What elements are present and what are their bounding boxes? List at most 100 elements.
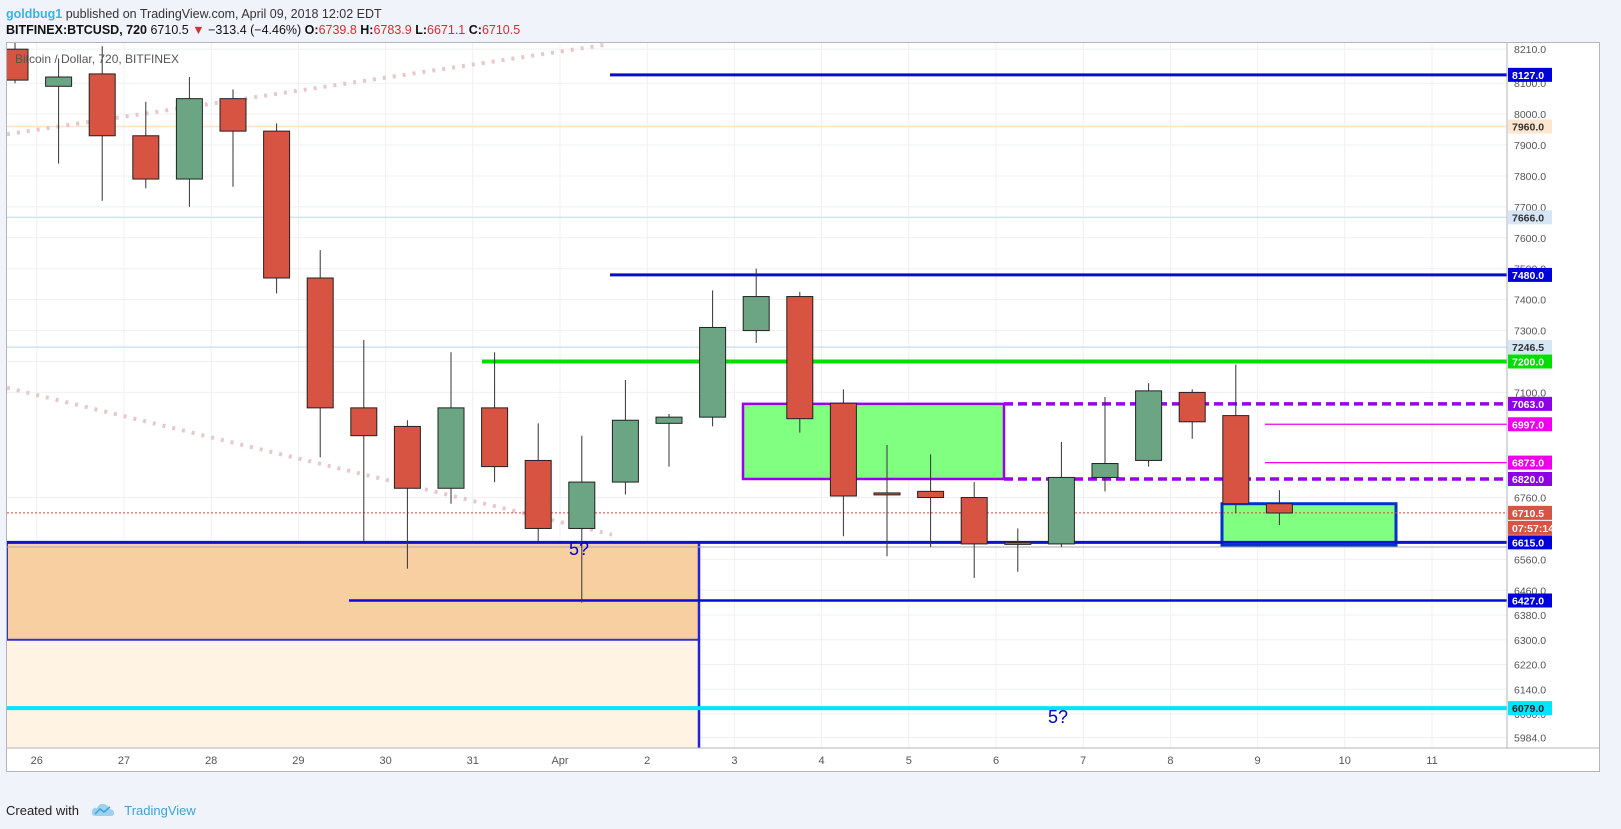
change-arrow-icon: ▼: [192, 23, 205, 37]
price-tick-label: 7600.0: [1514, 233, 1546, 245]
price-tick-label: 6140.0: [1514, 684, 1546, 696]
time-tick-label: 6: [993, 755, 999, 767]
price-level-label: 07:57:14: [1512, 523, 1554, 535]
price-level-label: 8127.0: [1512, 70, 1544, 82]
price-tick-label: 7300.0: [1514, 326, 1546, 338]
price-level-label: 7960.0: [1512, 121, 1544, 133]
published-text: published on TradingView.com, April 09, …: [65, 7, 382, 21]
price-tick-label: 6560.0: [1514, 554, 1546, 566]
tradingview-cloud-icon: [91, 803, 115, 820]
close-value: 6710.5: [481, 23, 521, 37]
lower-trend-line: [7, 385, 613, 537]
candle-body: [219, 98, 247, 132]
price-level-label: 7480.0: [1512, 270, 1544, 282]
price-label-bg: [1508, 455, 1552, 470]
candle-body: [393, 425, 421, 489]
candle-body: [1178, 391, 1206, 423]
price-level-label: 6997.0: [1512, 419, 1544, 431]
candle-body: [786, 296, 814, 420]
price-level-label: 6710.5: [1512, 508, 1544, 520]
candle-body: [655, 416, 683, 424]
candle-body: [1222, 415, 1250, 505]
time-tick-label: 10: [1339, 755, 1351, 767]
time-tick-label: 5: [906, 755, 912, 767]
price-change: −313.4 (−4.46%): [208, 23, 302, 37]
candle-body: [88, 73, 116, 137]
price-tick-label: 6220.0: [1514, 660, 1546, 672]
time-tick-label: 26: [31, 755, 43, 767]
time-tick-label: 8: [1167, 755, 1173, 767]
candle-body: [481, 407, 509, 468]
price-label-bg: [1508, 593, 1552, 608]
wave-annotation-1: 5?: [569, 539, 589, 559]
candle-body: [742, 296, 770, 332]
author-link[interactable]: goldbug1: [6, 7, 63, 21]
target-zone-green: [1220, 502, 1398, 547]
candle-body: [1091, 463, 1119, 478]
price-tick-label: 6760.0: [1514, 493, 1546, 505]
price-label-bg: [1508, 505, 1552, 520]
tradingview-link[interactable]: TradingView: [124, 803, 196, 818]
price-tick-label: 6300.0: [1514, 635, 1546, 647]
price-label-bg: [1508, 67, 1552, 82]
low-label: L:: [415, 23, 428, 37]
high-label: H:: [360, 23, 374, 37]
price-tick-label: 7400.0: [1514, 295, 1546, 307]
price-label-bg: [1508, 119, 1552, 134]
price-axis[interactable]: 5984.06060.06140.06220.06300.06380.06460…: [1506, 43, 1599, 748]
time-tick-label: 27: [118, 755, 130, 767]
price-tick-label: 5984.0: [1514, 732, 1546, 744]
price-level-label: 6873.0: [1512, 458, 1544, 470]
price-label-bg: [1508, 701, 1552, 716]
drawing-zones: [7, 402, 1398, 748]
chart-container[interactable]: 5984.06060.06140.06220.06300.06380.06460…: [6, 42, 1600, 772]
candle-body: [1047, 476, 1075, 545]
price-label-bg: [1508, 354, 1552, 369]
candle-body: [1004, 541, 1032, 545]
candle-body: [917, 490, 945, 499]
price-level-label: 7666.0: [1512, 212, 1544, 224]
candle-body: [829, 402, 857, 497]
time-axis[interactable]: 26 27 28 29 30 31 Apr 2 3 4 5 6 7 8 9 10 11: [7, 747, 1599, 771]
price-tick-label: 7900.0: [1514, 140, 1546, 152]
time-tick-label: 4: [819, 755, 825, 767]
chart-title: Bitcoin / Dollar, 720, BITFINEX: [15, 52, 179, 66]
price-tick-label: 8210.0: [1514, 44, 1546, 56]
price-label-bg: [1508, 535, 1552, 550]
time-tick-label: 2: [644, 755, 650, 767]
symbol-name: BITFINEX:BTCUSD, 720: [6, 23, 147, 37]
candle-body: [960, 497, 988, 545]
candle-body: [699, 326, 727, 418]
price-chart[interactable]: 5984.06060.06140.06220.06300.06380.06460…: [7, 43, 1599, 771]
candle-body: [437, 407, 465, 489]
price-label-bg: [1508, 520, 1552, 535]
price-axis-bg: [1507, 43, 1599, 748]
candle-body: [568, 481, 596, 529]
price-label-bg: [1508, 417, 1552, 432]
price-level-label: 6079.0: [1512, 703, 1544, 715]
time-tick-label: 28: [205, 755, 217, 767]
candle-body: [306, 277, 334, 409]
resistance-zone-green: [741, 402, 1006, 481]
wave-annotation-2: 5?: [1048, 707, 1068, 727]
price-label-bg: [1508, 340, 1552, 355]
price-label-bg: [1508, 210, 1552, 225]
price-tick-label: 7800.0: [1514, 171, 1546, 183]
price-label-bg: [1508, 267, 1552, 282]
open-label: O:: [304, 23, 319, 37]
time-tick-label: 9: [1255, 755, 1261, 767]
time-tick-label: 30: [379, 755, 391, 767]
demand-zone-orange: [7, 541, 700, 641]
created-with-text: Created with: [6, 803, 79, 818]
candle-body: [524, 459, 552, 529]
candle-body: [1265, 503, 1293, 514]
footer: Created with TradingView: [6, 803, 196, 820]
time-tick-label: 31: [467, 755, 479, 767]
price-label-bg: [1508, 396, 1552, 411]
time-tick-label: 7: [1080, 755, 1086, 767]
price-level-label: 7063.0: [1512, 399, 1544, 411]
low-value: 6671.1: [427, 23, 466, 37]
price-level-label: 6615.0: [1512, 537, 1544, 549]
time-tick-label: Apr: [551, 755, 568, 767]
price-level-label: 6820.0: [1512, 474, 1544, 486]
